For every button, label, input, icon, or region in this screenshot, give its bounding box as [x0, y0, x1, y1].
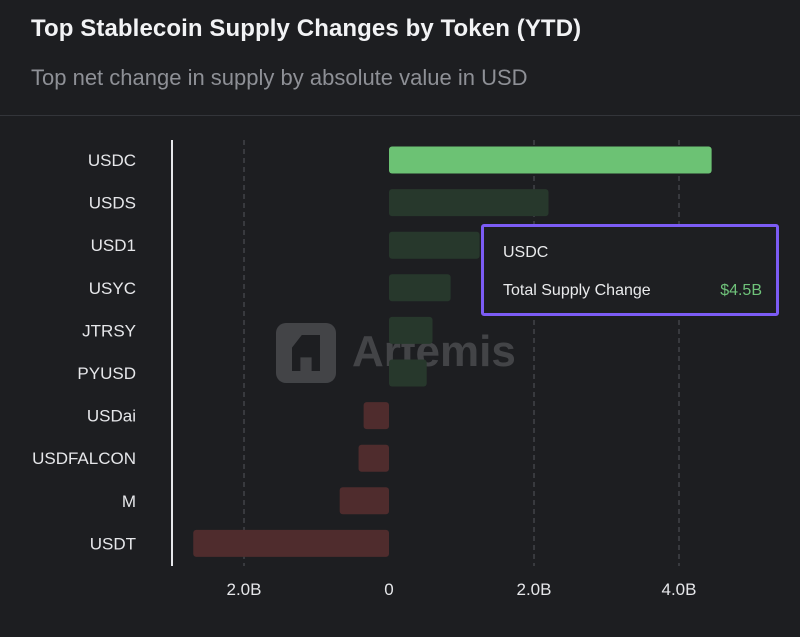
category-label-usdai: USDai — [87, 407, 136, 426]
x-tick-label: 4.0B — [662, 580, 697, 599]
category-label-usdt: USDT — [90, 534, 136, 553]
bar-usd1 — [389, 231, 480, 259]
bar-m — [339, 487, 389, 515]
category-label-jtrsy: JTRSY — [82, 321, 136, 340]
bar-usdai — [363, 402, 389, 430]
bar-usdt — [193, 529, 389, 557]
bar-usdc — [389, 146, 712, 174]
chart-title: Top Stablecoin Supply Changes by Token (… — [31, 15, 582, 42]
category-label-usd1: USD1 — [91, 236, 136, 255]
category-label-usdc: USDC — [88, 151, 136, 170]
bar-usdfalcon — [358, 444, 389, 472]
bar-usds — [389, 189, 549, 217]
tooltip-token: USDC — [503, 244, 549, 261]
tooltip-value: $4.5B — [720, 282, 762, 299]
category-label-usds: USDS — [89, 194, 136, 213]
chart-header: Top Stablecoin Supply Changes by Token (… — [0, 0, 800, 116]
bar-pyusd — [389, 359, 427, 387]
bar-usyc — [389, 274, 451, 302]
category-label-pyusd: PYUSD — [77, 364, 136, 383]
category-label-usyc: USYC — [89, 279, 136, 298]
category-label-usdfalcon: USDFALCON — [32, 449, 136, 468]
chart-tooltip: USDC Total Supply Change $4.5B — [481, 224, 779, 316]
x-tick-label: 2.0B — [227, 580, 262, 599]
category-label-m: M — [122, 492, 136, 511]
tooltip-label: Total Supply Change — [503, 282, 651, 299]
x-tick-label: 2.0B — [517, 580, 552, 599]
bar-jtrsy — [389, 316, 433, 344]
chart-subtitle: Top net change in supply by absolute val… — [31, 65, 528, 90]
x-tick-label: 0 — [384, 580, 393, 599]
